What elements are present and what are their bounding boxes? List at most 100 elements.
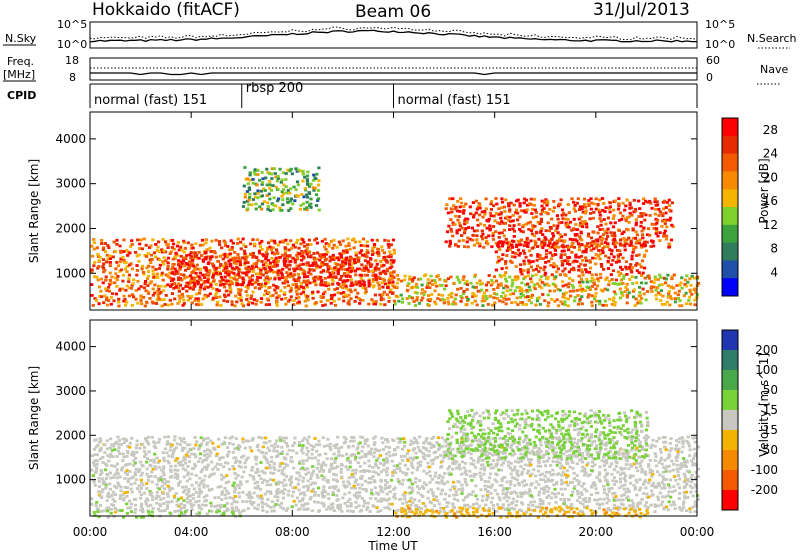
heatmap-cell <box>563 273 567 276</box>
heatmap-cell <box>421 502 425 505</box>
heatmap-cell <box>99 469 103 472</box>
heatmap-cell <box>259 268 263 272</box>
heatmap-cell <box>266 208 270 211</box>
heatmap-cell <box>145 266 149 270</box>
heatmap-cell <box>332 444 336 447</box>
station-title: Hokkaido (fitACF) <box>92 0 240 20</box>
heatmap-cell <box>504 237 508 241</box>
heatmap-cell <box>158 503 162 506</box>
heatmap-cell <box>410 464 414 467</box>
heatmap-cell <box>514 265 518 268</box>
heatmap-cell <box>296 194 300 198</box>
heatmap-cell <box>369 488 374 492</box>
heatmap-cell <box>288 191 292 195</box>
heatmap-cell <box>285 254 289 258</box>
heatmap-cell <box>639 224 643 228</box>
heatmap-cell <box>449 218 453 221</box>
heatmap-cell <box>223 436 228 440</box>
heatmap-cell <box>542 489 547 492</box>
heatmap-cell <box>324 452 328 456</box>
heatmap-cell <box>346 270 350 274</box>
heatmap-cell <box>548 239 552 243</box>
heatmap-cell <box>291 449 295 453</box>
heatmap-cell <box>228 442 232 445</box>
heatmap-cell <box>370 298 374 301</box>
heatmap-cell <box>300 499 305 502</box>
heatmap-cell <box>201 273 205 277</box>
heatmap-cell <box>465 221 469 224</box>
heatmap-cell <box>177 482 181 485</box>
heatmap-cell <box>335 256 339 260</box>
heatmap-cell <box>265 264 269 268</box>
heatmap-cell <box>371 504 375 507</box>
heatmap-cell <box>204 238 208 242</box>
heatmap-cell <box>357 297 361 300</box>
heatmap-cell <box>446 297 450 300</box>
heatmap-cell <box>125 249 129 252</box>
heatmap-cell <box>420 288 425 291</box>
heatmap-cell <box>162 473 166 477</box>
heatmap-cell <box>660 212 664 215</box>
heatmap-cell <box>598 198 602 202</box>
heatmap-cell <box>179 245 183 249</box>
heatmap-cell <box>167 461 171 465</box>
heatmap-cell <box>638 263 642 266</box>
heatmap-cell <box>470 301 474 305</box>
heatmap-cell <box>637 199 641 203</box>
heatmap-cell <box>385 498 389 502</box>
heatmap-cell <box>268 466 272 470</box>
heatmap-cell <box>660 303 664 306</box>
heatmap-cell <box>177 261 181 265</box>
heatmap-cell <box>518 286 522 289</box>
heatmap-cell <box>487 234 491 238</box>
heatmap-cell <box>253 173 257 176</box>
heatmap-cell <box>361 436 365 439</box>
heatmap-cell <box>488 472 493 476</box>
heatmap-cell <box>382 256 386 259</box>
heatmap-cell <box>489 200 494 203</box>
heatmap-cell <box>260 505 265 509</box>
heatmap-cell <box>206 463 210 467</box>
heatmap-cell <box>634 230 638 234</box>
heatmap-cell <box>115 468 119 472</box>
heatmap-cell <box>391 438 395 442</box>
heatmap-cell <box>371 277 376 281</box>
heatmap-cell <box>146 270 151 273</box>
heatmap-cell <box>169 250 173 254</box>
heatmap-cell <box>369 447 374 451</box>
heatmap-cell <box>208 488 212 492</box>
heatmap-cell <box>422 487 426 490</box>
heatmap-cell <box>100 471 104 475</box>
heatmap-cell <box>138 468 142 471</box>
heatmap-cell <box>144 280 148 283</box>
heatmap-cell <box>188 443 192 447</box>
freq-tick-bottom: 8 <box>69 71 76 84</box>
heatmap-cell <box>199 507 204 511</box>
heatmap-cell <box>197 447 201 451</box>
heatmap-cell <box>505 215 509 219</box>
heatmap-cell <box>276 488 280 491</box>
heatmap-cell <box>484 283 489 287</box>
heatmap-cell <box>108 261 112 264</box>
nsearch-tick-bottom: 10^0 <box>705 38 735 51</box>
heatmap-cell <box>417 277 421 281</box>
heatmap-cell <box>108 278 112 282</box>
heatmap-cell <box>224 481 228 485</box>
heatmap-cell <box>269 172 273 176</box>
heatmap-cell <box>196 267 200 271</box>
heatmap-cell <box>535 299 540 303</box>
heatmap-cell <box>465 283 469 286</box>
heatmap-cell <box>512 490 516 494</box>
heatmap-cell <box>633 207 637 211</box>
heatmap-cell <box>134 251 138 254</box>
heatmap-cell <box>247 198 251 202</box>
heatmap-cell <box>117 304 121 308</box>
heatmap-cell <box>475 234 479 238</box>
heatmap-cell <box>603 210 607 213</box>
heatmap-cell <box>108 487 112 491</box>
heatmap-cell <box>332 293 337 297</box>
heatmap-cell <box>456 245 460 248</box>
heatmap-cell <box>613 282 617 286</box>
heatmap-cell <box>139 486 143 490</box>
heatmap-cell <box>238 276 242 279</box>
